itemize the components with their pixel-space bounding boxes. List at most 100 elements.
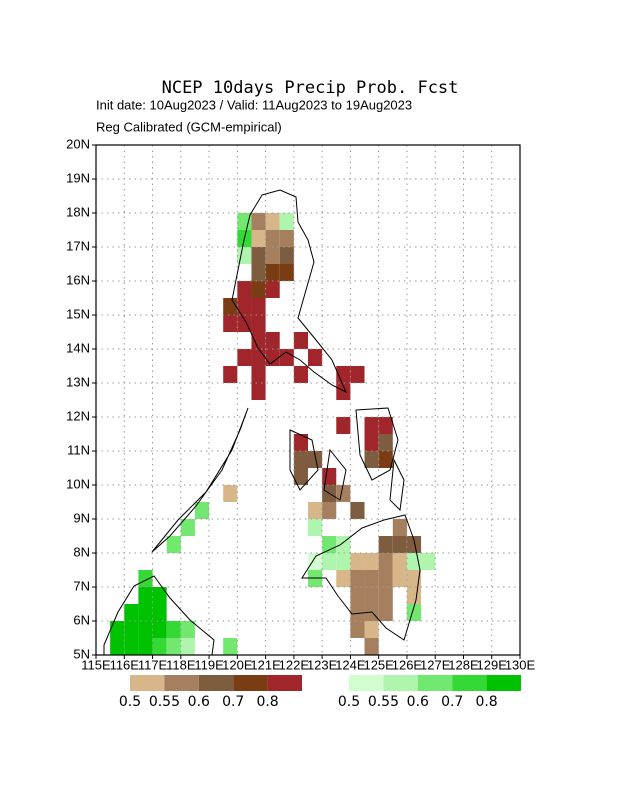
grid-cell <box>308 519 323 536</box>
grid-cell <box>251 281 266 298</box>
grid-cell <box>124 621 139 638</box>
grid-cell <box>251 383 266 400</box>
y-tick-label: 20N <box>66 136 90 151</box>
grid-cell <box>251 213 266 230</box>
grid-cell <box>152 587 167 604</box>
cells <box>110 213 436 655</box>
grid-cell <box>336 417 351 434</box>
grid-cell <box>406 570 422 587</box>
grid-cell <box>138 604 153 621</box>
grid-cell <box>279 247 294 264</box>
grid-cell <box>166 638 181 655</box>
grid-cell <box>364 417 379 434</box>
x-tick-label: 122E <box>279 657 310 672</box>
legend-label: 0.5 <box>119 694 141 710</box>
grid-cell <box>378 604 393 621</box>
grid-cell <box>251 298 266 315</box>
grid-cell <box>237 298 252 315</box>
legend-swatch <box>130 675 165 691</box>
x-tick-label: 127E <box>420 657 451 672</box>
grid-cell <box>308 349 323 366</box>
grid-cell <box>350 553 365 570</box>
grid-cell <box>279 213 294 230</box>
x-tick-label: 121E <box>250 657 281 672</box>
grid-cell <box>265 247 280 264</box>
grid-cell <box>406 553 422 570</box>
y-tick-label: 5N <box>73 646 90 661</box>
grid-cell <box>251 332 266 349</box>
y-tick-label: 7N <box>73 578 90 593</box>
grid-cell <box>251 366 266 383</box>
grid-cell <box>180 519 195 536</box>
grid-cell <box>364 621 379 638</box>
legend-label: 0.5 <box>338 694 360 710</box>
y-tick-label: 17N <box>66 238 90 253</box>
legend-label: 0.7 <box>441 694 463 710</box>
grid-cell <box>223 366 238 383</box>
coastline <box>231 189 348 394</box>
grid-cell <box>293 468 308 485</box>
legend-label: 0.8 <box>475 694 497 710</box>
x-tick-label: 119E <box>194 657 224 672</box>
grid-cell <box>251 315 266 332</box>
grid-cell <box>293 332 308 349</box>
grid-cell <box>406 536 422 553</box>
legend-swatch <box>383 675 418 691</box>
x-tick-label: 116E <box>110 657 140 672</box>
grid-cell <box>350 604 365 621</box>
legend-swatch <box>417 675 453 691</box>
y-tick-label: 13N <box>66 374 90 389</box>
x-tick-label: 124E <box>335 657 366 672</box>
grid-cell <box>336 485 351 502</box>
grid-cell <box>251 230 266 247</box>
chart-title: NCEP 10days Precip Prob. Fcst <box>162 78 459 98</box>
grid-cell <box>279 349 294 366</box>
grid-cell <box>180 638 195 655</box>
grid-cell <box>166 621 181 638</box>
grid-cell <box>279 264 294 281</box>
grid-cell <box>237 247 252 264</box>
grid-cell <box>378 570 393 587</box>
legend-swatch <box>267 675 302 691</box>
grid-cell <box>223 485 238 502</box>
coastline <box>389 458 405 512</box>
grid-cell <box>350 621 365 638</box>
y-tick-label: 16N <box>66 272 90 287</box>
legend-label: 0.8 <box>256 694 278 710</box>
coastline <box>323 448 347 501</box>
grid-cell <box>251 264 266 281</box>
subtitle: Reg Calibrated (GCM-empirical) <box>96 119 282 134</box>
grid-cell <box>322 468 337 485</box>
grid-cell <box>265 281 280 298</box>
grid-cell <box>308 502 323 519</box>
grid-cell <box>336 570 351 587</box>
grid-cell <box>138 570 153 587</box>
x-tick-label: 126E <box>392 657 423 672</box>
plot-frame <box>95 144 521 656</box>
y-tick-label: 10N <box>66 476 90 491</box>
grid-cell <box>392 519 407 536</box>
legend-label: 0.7 <box>222 694 244 710</box>
legend-label: 0.55 <box>149 694 180 710</box>
y-tick-label: 6N <box>73 612 90 627</box>
legend-label: 0.6 <box>188 694 210 710</box>
coastline <box>151 407 249 553</box>
grid-cell <box>336 383 351 400</box>
legend-swatch <box>164 675 199 691</box>
grid-cell <box>110 638 125 655</box>
grid-cell <box>308 553 323 570</box>
legend-swatch <box>349 675 384 691</box>
y-tick-label: 19N <box>66 170 90 185</box>
legend-label: 0.55 <box>368 694 399 710</box>
x-tick-label: 128E <box>448 657 479 672</box>
grid-cell <box>237 281 252 298</box>
coastline <box>289 429 319 491</box>
grid-cell <box>265 332 280 349</box>
coastline <box>301 514 421 641</box>
grid-cell <box>364 434 379 451</box>
grid-cell <box>322 553 337 570</box>
x-tick-label: 123E <box>307 657 338 672</box>
grid-cell <box>378 587 393 604</box>
grid-cell <box>364 570 379 587</box>
